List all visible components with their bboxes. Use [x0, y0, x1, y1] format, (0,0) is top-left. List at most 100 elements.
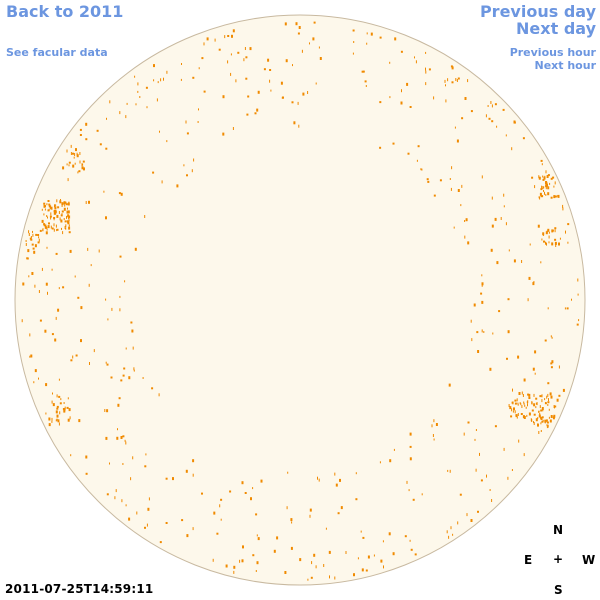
facula-speck	[41, 267, 43, 271]
facula-speck	[516, 416, 518, 419]
facula-speck	[532, 282, 535, 286]
previous-hour-link[interactable]: Previous hour	[509, 46, 596, 59]
facula-speck	[459, 493, 462, 496]
facula-speck	[30, 236, 32, 238]
facula-speck	[550, 177, 553, 180]
facula-speck	[41, 208, 43, 211]
facula-speck	[550, 366, 553, 369]
facula-speck	[345, 551, 347, 554]
facula-speck	[578, 319, 580, 322]
facula-speck	[130, 321, 133, 324]
facula-speck	[565, 230, 566, 234]
facula-speck	[534, 185, 536, 189]
facula-speck	[41, 219, 44, 223]
facula-speck	[318, 46, 320, 49]
facula-speck	[38, 238, 40, 242]
facula-speck	[37, 241, 40, 244]
facula-speck	[551, 242, 554, 246]
facula-speck	[410, 548, 413, 551]
facula-speck	[144, 215, 146, 218]
facula-speck	[487, 105, 489, 107]
facula-speck	[407, 152, 410, 155]
facula-speck	[180, 78, 182, 81]
facula-speck	[509, 406, 512, 410]
facula-speck	[78, 419, 81, 423]
facula-speck	[51, 400, 53, 404]
facula-speck	[153, 79, 155, 82]
facula-speck	[87, 247, 89, 251]
facula-speck	[269, 69, 272, 71]
facula-speck	[176, 184, 179, 188]
facula-speck	[546, 175, 549, 178]
facula-speck	[61, 205, 63, 207]
facula-speck	[567, 223, 570, 226]
compass-center: +	[553, 552, 564, 566]
facula-speck	[55, 410, 58, 414]
facula-speck	[45, 383, 48, 387]
facula-speck	[477, 510, 479, 513]
facula-speck	[311, 561, 313, 565]
facula-speck	[533, 403, 536, 407]
facula-speck	[53, 211, 56, 215]
see-facular-data-link[interactable]: See facular data	[6, 46, 108, 59]
next-day-link[interactable]: Next day	[516, 19, 596, 38]
facula-speck	[522, 394, 524, 397]
facula-speck	[119, 308, 121, 312]
facula-speck	[103, 190, 105, 193]
facula-speck	[69, 249, 72, 253]
facula-speck	[89, 362, 90, 365]
facula-speck	[538, 175, 540, 179]
facula-speck	[213, 511, 216, 515]
facula-speck	[417, 145, 420, 148]
facula-speck	[503, 193, 505, 197]
facula-speck	[28, 233, 30, 236]
facula-speck	[460, 204, 462, 207]
facula-speck	[45, 231, 48, 235]
facula-speck	[109, 100, 111, 104]
facula-speck	[535, 406, 537, 409]
facula-speck	[312, 37, 315, 41]
facula-speck	[298, 26, 301, 29]
facula-speck	[116, 436, 119, 440]
facula-speck	[45, 412, 47, 415]
previous-day-link[interactable]: Previous day	[479, 2, 596, 21]
facula-speck	[55, 204, 57, 207]
facula-speck	[166, 70, 168, 74]
facula-speck	[448, 383, 451, 387]
facula-speck	[191, 169, 193, 173]
facula-speck	[105, 216, 107, 220]
facula-speck	[242, 545, 244, 549]
facula-speck	[383, 565, 384, 569]
back-to-year-link[interactable]: Back to 2011	[6, 2, 124, 21]
facula-speck	[145, 86, 148, 89]
facula-speck	[270, 89, 272, 92]
facula-speck	[464, 220, 466, 222]
facula-speck	[491, 224, 494, 228]
facula-speck	[425, 67, 426, 71]
next-hour-link[interactable]: Next hour	[534, 59, 597, 72]
facula-speck	[136, 511, 138, 515]
facula-speck	[533, 281, 535, 283]
facula-speck	[284, 571, 287, 574]
facula-speck	[355, 472, 357, 475]
facula-speck	[527, 403, 528, 407]
facula-speck	[58, 395, 61, 398]
facula-speck	[214, 38, 216, 42]
facula-speck	[489, 489, 491, 491]
facula-speck	[543, 176, 546, 180]
facula-speck	[165, 477, 168, 480]
facula-speck	[67, 207, 68, 210]
facula-speck	[537, 417, 539, 420]
facula-speck	[551, 229, 554, 233]
facula-speck	[230, 53, 232, 56]
facula-speck	[186, 534, 189, 538]
facula-speck	[541, 399, 543, 403]
facula-speck	[77, 171, 79, 174]
facula-speck	[62, 166, 65, 170]
facula-speck	[470, 519, 473, 522]
facula-speck	[543, 189, 544, 192]
facula-speck	[545, 419, 548, 422]
facula-speck	[107, 318, 109, 321]
facula-speck	[389, 459, 392, 463]
facula-speck	[181, 63, 182, 65]
